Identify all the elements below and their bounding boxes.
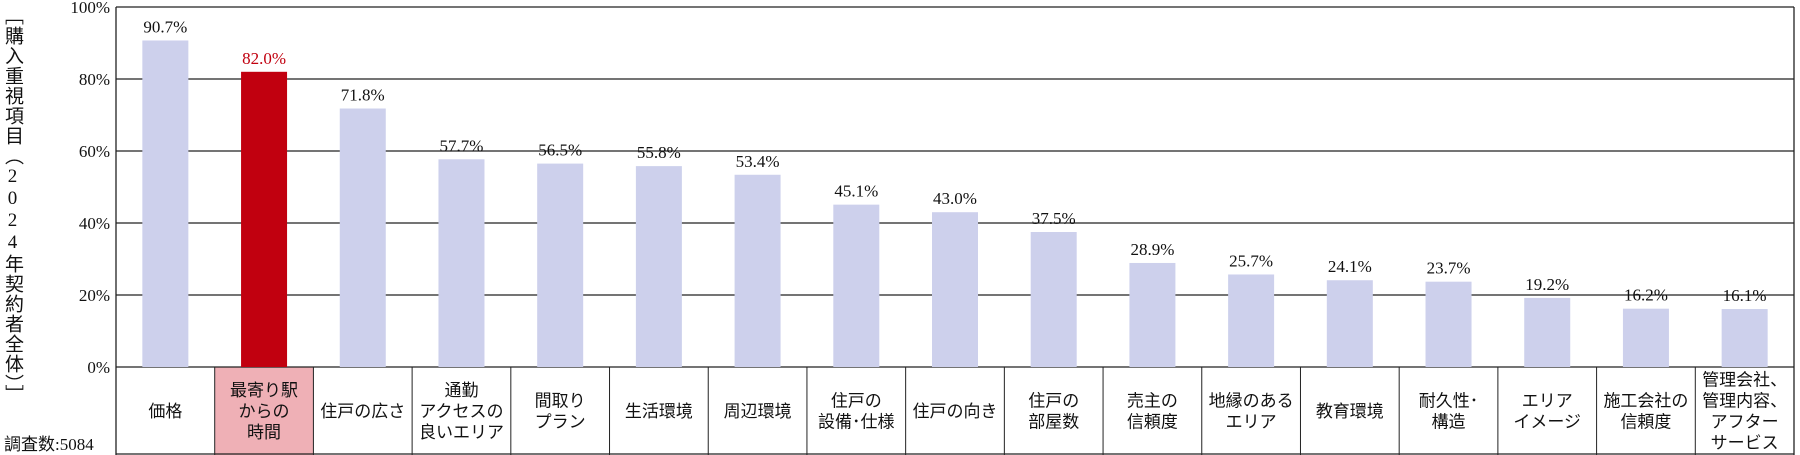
category-label: 管理内容、: [1702, 392, 1787, 411]
bar: [1622, 308, 1669, 367]
category-label: 住戸の: [1028, 392, 1079, 411]
category-label: 設備･仕様: [818, 413, 895, 432]
bar: [438, 159, 485, 367]
category-label: 通勤: [444, 381, 478, 400]
category-label: 良いエリア: [419, 423, 504, 442]
data-label: 16.1%: [1723, 286, 1767, 305]
category-label: イメージ: [1513, 413, 1581, 432]
data-label: 55.8%: [637, 143, 681, 162]
data-label: 90.7%: [143, 17, 187, 36]
y-tick-label: 80%: [79, 70, 110, 89]
data-label: 25.7%: [1229, 251, 1273, 270]
category-label: 信頼度: [1620, 413, 1671, 432]
category-label: アフター: [1711, 413, 1779, 432]
category-label: 部屋数: [1028, 413, 1079, 432]
category-label: 時間: [247, 423, 281, 442]
data-label: 45.1%: [834, 182, 878, 201]
data-label: 16.2%: [1624, 286, 1668, 305]
category-label: 売主の: [1127, 392, 1178, 411]
bar: [339, 108, 386, 368]
category-label: からの: [239, 402, 290, 421]
category-label: 間取り: [535, 392, 586, 411]
category-label: アクセスの: [419, 402, 503, 421]
bar: [241, 71, 288, 368]
category-label: 構造: [1432, 413, 1466, 432]
category-label: 教育環境: [1316, 402, 1384, 421]
y-tick-label: 0%: [87, 358, 110, 377]
bar: [1228, 274, 1275, 367]
data-label: 57.7%: [440, 136, 484, 155]
data-label: 82.0%: [242, 49, 286, 68]
category-label: 価格: [148, 402, 182, 421]
category-label: 耐久性･: [1419, 392, 1479, 411]
data-label: 23.7%: [1427, 259, 1471, 278]
bar: [1030, 232, 1077, 367]
y-tick-label: 20%: [79, 286, 110, 305]
bar: [1524, 297, 1571, 367]
category-label: 信頼度: [1127, 413, 1178, 432]
category-label: 住戸の: [831, 392, 882, 411]
category-label: プラン: [535, 413, 586, 432]
highlight-category-cell: [214, 367, 314, 455]
y-tick-label: 40%: [79, 214, 110, 233]
y-tick-label: 100%: [70, 0, 110, 17]
bar: [734, 174, 781, 367]
data-label: 37.5%: [1032, 209, 1076, 228]
bar: [1129, 262, 1176, 367]
category-label: 施工会社の: [1603, 392, 1688, 411]
data-label: 53.4%: [736, 152, 780, 171]
data-label: 28.9%: [1130, 240, 1174, 259]
bar: [1425, 281, 1472, 367]
category-label: サービス: [1711, 434, 1779, 453]
category-label: 住戸の広さ: [320, 402, 405, 421]
bar: [932, 212, 978, 367]
bar: [635, 166, 682, 367]
data-label: 19.2%: [1525, 275, 1569, 294]
data-label: 24.1%: [1328, 257, 1372, 276]
bar: [1326, 280, 1373, 367]
data-label: 43.0%: [933, 189, 977, 208]
bar: [833, 204, 880, 367]
y-axis-title: ［購入重視項目（2024年契約者全体）］: [2, 6, 23, 405]
data-label: 56.5%: [538, 141, 582, 160]
bar: [1721, 309, 1768, 367]
category-label: 生活環境: [625, 402, 693, 421]
category-label: 周辺環境: [724, 402, 792, 421]
bar: [142, 40, 189, 367]
category-label: 最寄り駅: [230, 381, 298, 400]
data-label: 71.8%: [341, 86, 385, 105]
y-tick-label: 60%: [79, 142, 110, 161]
category-label: エリア: [1226, 413, 1277, 432]
bar: [537, 163, 584, 367]
category-label: 住戸の向き: [913, 402, 998, 421]
category-label: 管理会社、: [1702, 371, 1787, 390]
category-label: 地縁のある: [1209, 392, 1294, 411]
category-label: エリア: [1522, 392, 1573, 411]
sample-size-note: 調査数:5084: [4, 435, 94, 454]
